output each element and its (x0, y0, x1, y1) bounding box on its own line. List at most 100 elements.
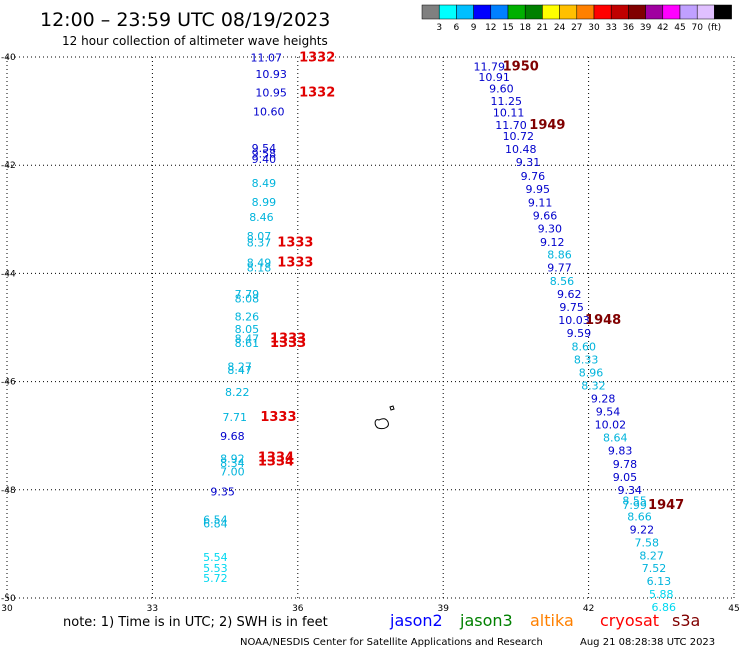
time-label: 1947 (648, 498, 684, 513)
legend-label: 33 (605, 23, 616, 33)
x-tick-label: 45 (728, 604, 739, 614)
legend-label: 9 (471, 23, 477, 33)
time-label: 1333 (270, 336, 306, 351)
legend-label: 21 (537, 23, 548, 33)
swh-value: 8.49 (252, 177, 277, 190)
time-label: 1948 (585, 313, 621, 328)
swh-value: 5.88 (649, 588, 674, 601)
legend-label: 18 (519, 23, 531, 33)
legend-swatch (610, 4, 629, 20)
legend-label: 36 (623, 23, 635, 33)
legend-label: 24 (554, 23, 566, 33)
x-tick-label: 33 (147, 604, 158, 614)
satellite-name-altika: altika (530, 611, 574, 630)
swh-value: 9.59 (567, 327, 592, 340)
time-label: 1333 (270, 331, 306, 346)
legend-swatch (524, 4, 543, 20)
footer-timestamp: Aug 21 08:28:38 UTC 2023 (580, 637, 715, 648)
legend-label: 30 (588, 23, 600, 33)
swh-value: 9.35 (210, 485, 235, 498)
swh-value: 8.07 (247, 230, 272, 243)
swh-value: 8.37 (247, 237, 272, 250)
swh-value: 8.05 (235, 323, 260, 336)
x-tick-label: 42 (583, 604, 594, 614)
swh-value: 9.75 (559, 301, 584, 314)
island-outline (374, 405, 395, 430)
time-label: 1333 (260, 410, 296, 425)
swh-value: 11.70 (495, 119, 527, 132)
swh-value: 7.00 (220, 465, 245, 478)
legend-label: 39 (640, 23, 652, 33)
y-tick-label: -48 (1, 486, 16, 496)
swh-value: 8.99 (252, 196, 277, 209)
swh-value: 8.96 (579, 366, 604, 379)
legend-swatch (714, 4, 732, 20)
swh-value: 9.95 (525, 183, 550, 196)
swh-value: 11.79 (473, 61, 505, 74)
legend-swatch (576, 4, 595, 20)
swh-value: 8.47 (227, 364, 252, 377)
swh-value: 9.58 (252, 147, 277, 160)
legend-swatch (490, 4, 509, 20)
swh-value: 9.11 (528, 197, 553, 210)
legend-swatch (679, 4, 698, 20)
swh-value: 8.61 (235, 337, 260, 350)
legend-label: (ft) (708, 23, 722, 33)
y-tick-label: -50 (1, 594, 16, 604)
swh-value: 10.60 (253, 106, 285, 119)
swh-value: 9.78 (613, 458, 638, 471)
swh-value: 9.76 (521, 170, 546, 183)
satellite-name-jason3: jason3 (459, 611, 513, 630)
legend-swatch (593, 4, 612, 20)
satellite-name-cryosat: cryosat (600, 611, 659, 630)
swh-value: 9.34 (618, 484, 643, 497)
swh-value: 6.13 (647, 575, 672, 588)
legend-swatch (421, 4, 440, 20)
legend-label: 45 (674, 23, 685, 33)
swh-value: 8.64 (603, 431, 628, 444)
swh-value: 8.26 (235, 311, 260, 324)
swh-value: 7.52 (642, 562, 667, 575)
satellite-name-s3a: s3a (672, 611, 700, 630)
swh-value: 8.08 (235, 292, 260, 305)
swh-value: 9.83 (608, 444, 633, 457)
swh-value: 6.84 (203, 517, 228, 530)
legend-label: 12 (485, 23, 496, 33)
swh-value: 10.91 (478, 71, 510, 84)
swh-value: 11.07 (251, 52, 283, 65)
y-tick-label: -44 (1, 269, 16, 279)
swh-value: 9.28 (591, 392, 616, 405)
swh-value: 8.92 (220, 452, 245, 465)
swh-value: 5.72 (203, 572, 228, 585)
swh-value: 9.60 (489, 82, 514, 95)
swh-value: 6.54 (203, 514, 228, 527)
time-label: 1333 (277, 256, 313, 271)
swh-value: 9.05 (613, 471, 638, 484)
y-tick-label: -46 (1, 378, 16, 388)
x-tick-label: 39 (437, 604, 449, 614)
swh-value: 10.11 (493, 107, 525, 120)
legend-swatch (696, 4, 715, 20)
axis-ticks: 30 33 36 39 42 45 -40 -42 -44 -46 -48 -50 (1, 53, 740, 614)
swh-value: 8.34 (220, 457, 245, 470)
swh-value: 9.40 (252, 153, 277, 166)
swh-value: 8.32 (581, 379, 606, 392)
swh-value: 9.54 (596, 405, 621, 418)
legend-label: 27 (571, 23, 582, 33)
wave-height-points: 11.0710.9310.9510.609.549.589.408.498.99… (203, 51, 684, 615)
swh-value: 10.95 (255, 87, 287, 100)
legend-swatch (645, 4, 664, 20)
satellite-name-jason2: jason2 (389, 611, 443, 630)
swh-value: 7.99 (622, 499, 647, 512)
swh-value: 9.68 (220, 430, 245, 443)
legend-swatch (662, 4, 681, 20)
swh-value: 6.86 (651, 601, 676, 614)
legend-label: 15 (502, 23, 513, 33)
swh-value: 7.71 (223, 411, 248, 424)
legend-label: 42 (657, 23, 668, 33)
swh-value: 9.30 (538, 222, 563, 235)
swh-value: 8.33 (574, 353, 599, 366)
legend-swatch (542, 4, 560, 20)
legend-swatch (507, 4, 526, 20)
